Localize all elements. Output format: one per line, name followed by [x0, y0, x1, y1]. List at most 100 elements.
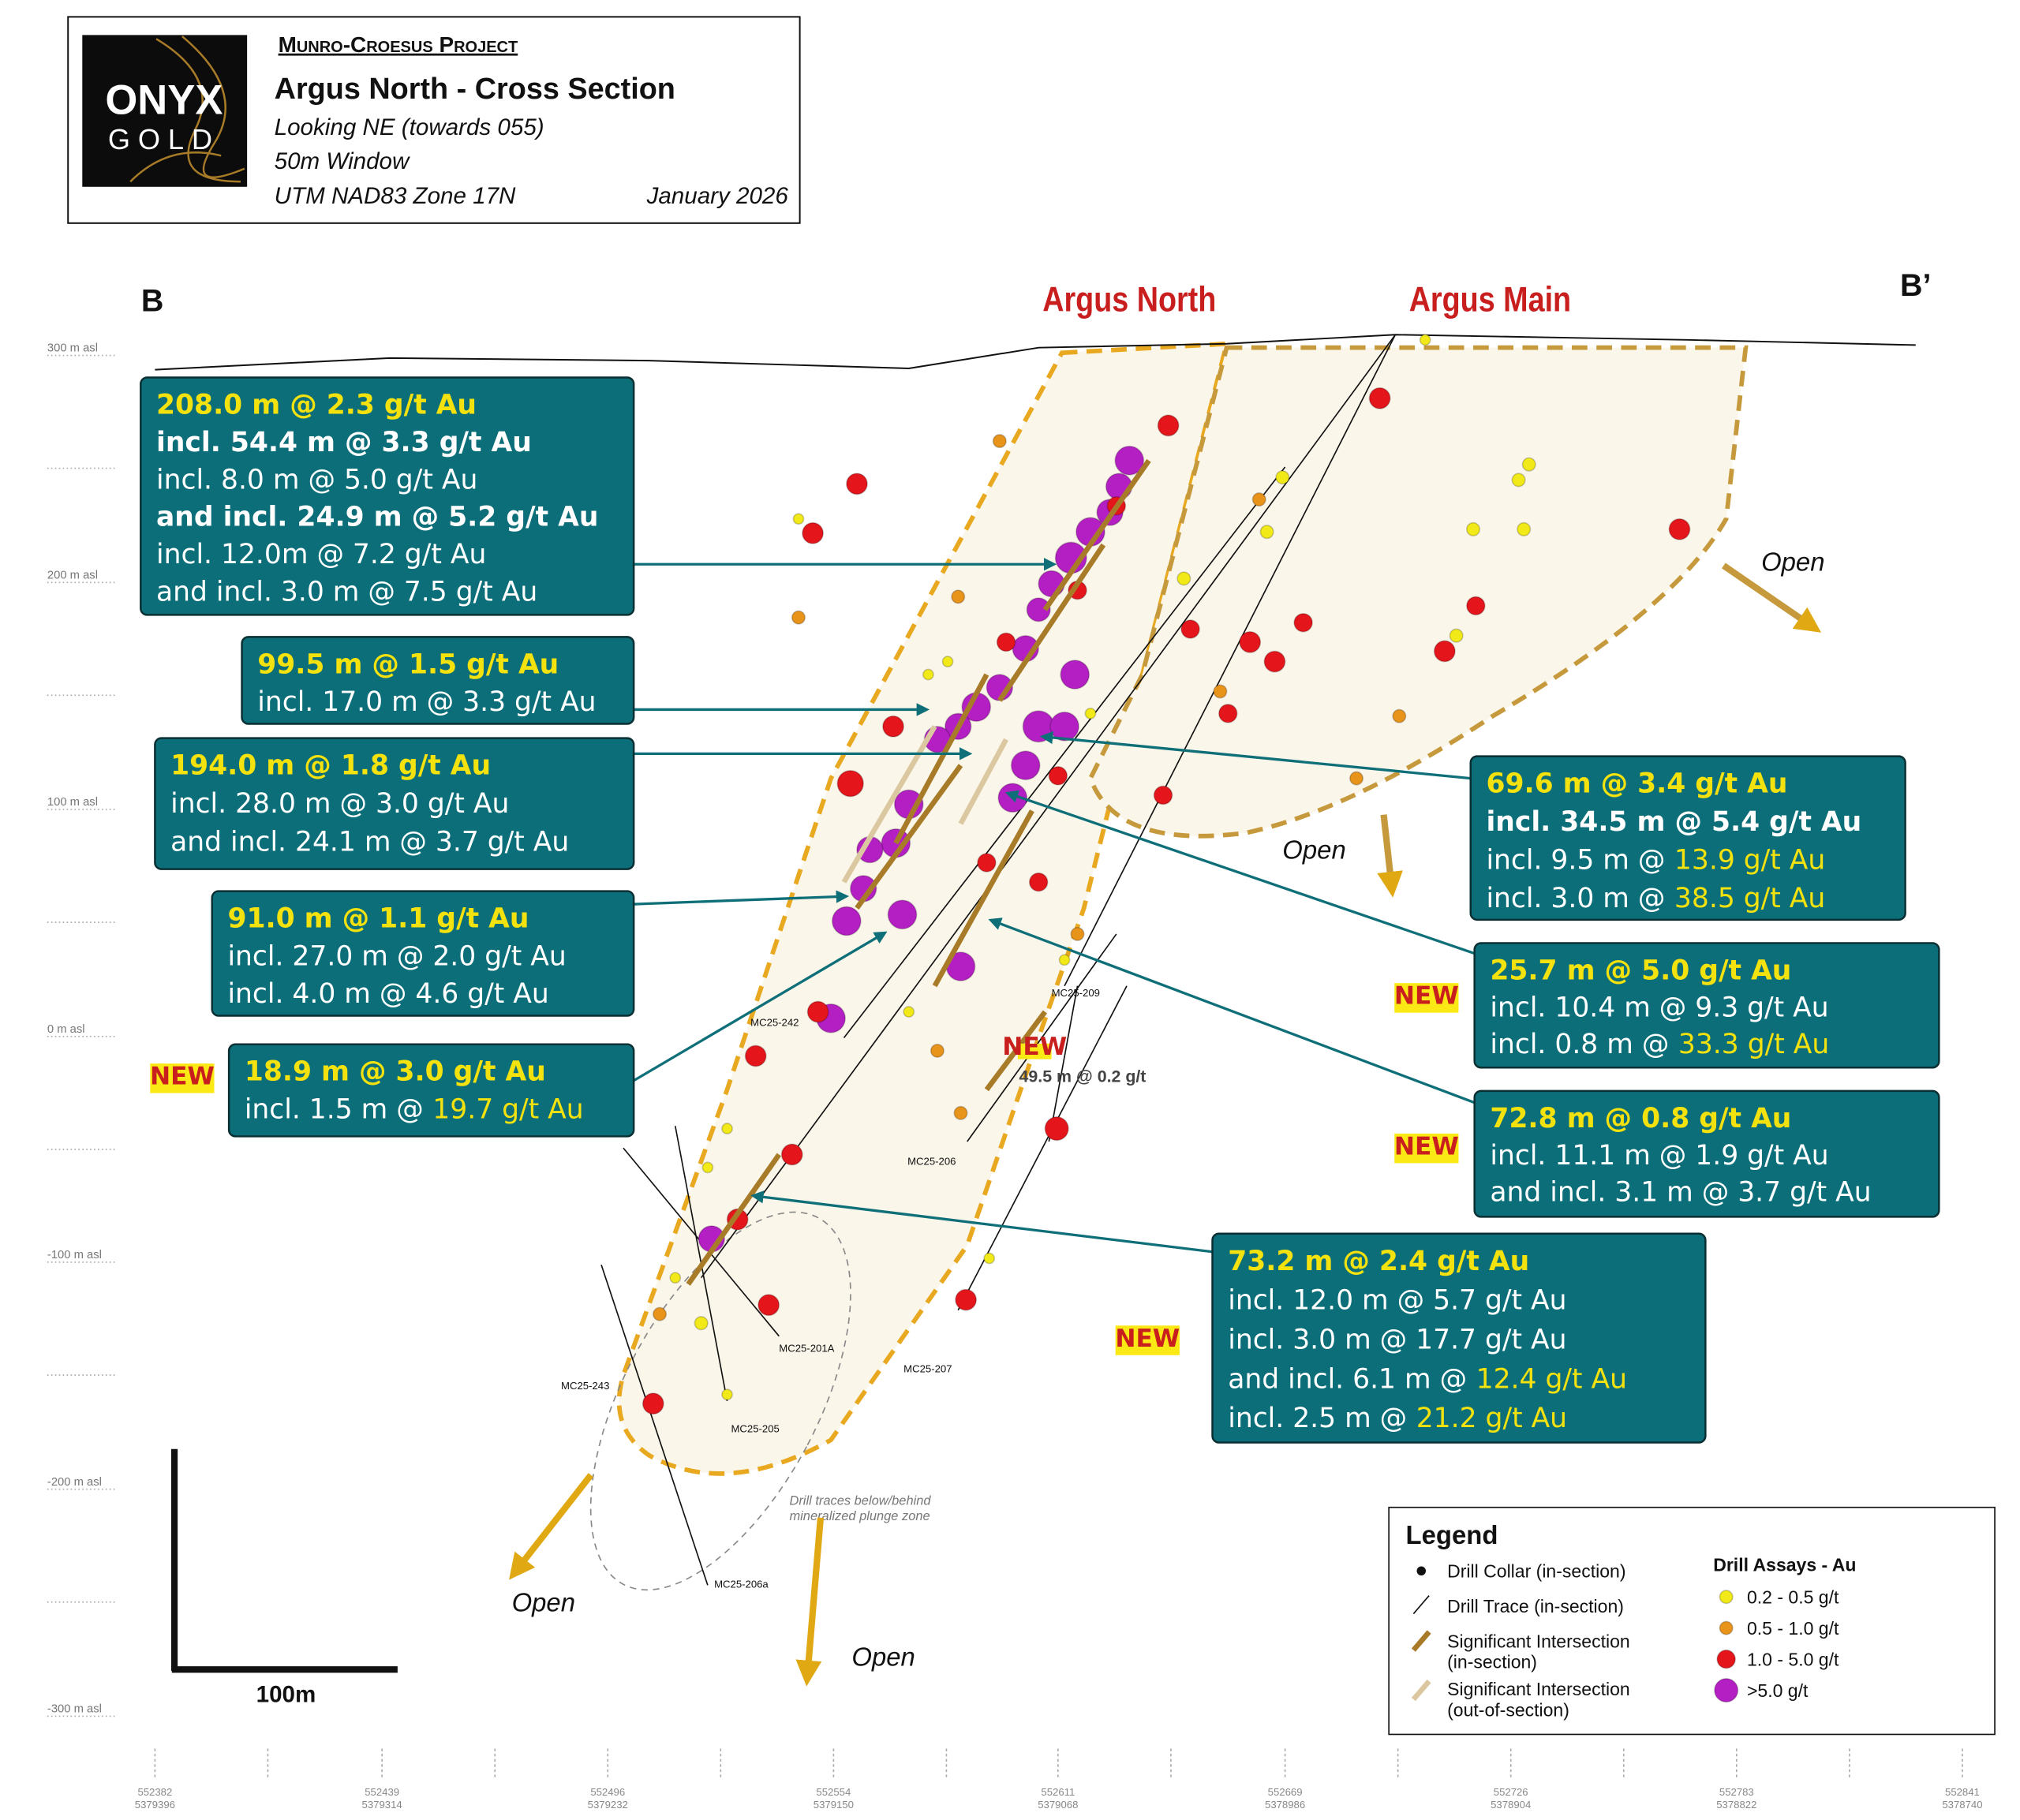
elevation-label: -300 m asl — [47, 1703, 102, 1716]
hole-label: MC25-243 — [561, 1380, 609, 1392]
easting-label: 552726 — [1494, 1786, 1528, 1798]
elevation-label: -200 m asl — [47, 1476, 102, 1489]
legend-item: Significant Intersection — [1447, 1631, 1630, 1651]
title: Argus North - Cross Section — [275, 73, 675, 106]
hole-label: MC25-209 — [1052, 987, 1100, 999]
callout-line: incl. 11.1 m @ 1.9 g/t Au — [1490, 1140, 1828, 1172]
northing-label: 5379314 — [362, 1799, 402, 1811]
callout-text: 18.9 m @ 3.0 g/t Au — [245, 1056, 546, 1088]
assay-dot — [1392, 708, 1407, 723]
assay-dot — [1449, 628, 1464, 643]
assay-dot — [1349, 771, 1364, 786]
open-label: Open — [1282, 835, 1345, 865]
callout-line: 25.7 m @ 5.0 g/t Au — [1490, 955, 1791, 986]
intersection — [855, 764, 963, 910]
assay-dot — [721, 1123, 733, 1134]
hole-label: MC25-207 — [903, 1363, 952, 1375]
elevation-label: 0 m asl — [47, 1023, 85, 1036]
callout-text: incl. 8.0 m @ 5.0 g/t Au — [156, 464, 477, 495]
callout-text: incl. 4.0 m @ 4.6 g/t Au — [227, 978, 548, 1010]
easting-label: 552841 — [1945, 1786, 1980, 1798]
assay-dot — [1465, 521, 1481, 536]
logo-text: GOLD — [108, 123, 220, 155]
subtitle: Looking NE (towards 055) — [275, 114, 544, 140]
callout-line: 69.6 m @ 3.4 g/t Au — [1486, 768, 1787, 800]
easting-label: 552496 — [590, 1786, 625, 1798]
assays — [642, 334, 1691, 1415]
assay-dot — [992, 434, 1007, 449]
assay-dot — [1180, 619, 1200, 639]
date: January 2026 — [646, 183, 789, 209]
callout-box — [227, 1043, 635, 1138]
section-end: B — [141, 284, 164, 319]
assay-dot — [1368, 387, 1391, 409]
legend-icon — [1412, 1594, 1430, 1615]
assay-dot — [941, 656, 954, 668]
northing-label: 5379232 — [588, 1799, 628, 1811]
assay-dot — [791, 610, 806, 625]
callout-line: incl. 4.0 m @ 4.6 g/t Au — [227, 978, 548, 1010]
callout-text: and incl. 24.1 m @ 3.7 g/t Au — [170, 827, 569, 858]
legend-icon — [1411, 1630, 1431, 1652]
assay-dot — [1157, 414, 1180, 437]
assay-dot — [1028, 872, 1049, 892]
new-badge-bg — [1394, 1133, 1459, 1164]
callout-highlight: 21.2 g/t Au — [1416, 1403, 1567, 1434]
callout-line: incl. 27.0 m @ 2.0 g/t Au — [227, 940, 566, 972]
assay-dot — [953, 1105, 968, 1120]
callout-text: 73.2 m @ 2.4 g/t Au — [1228, 1246, 1529, 1277]
intersection — [997, 543, 1106, 702]
subtitle: UTM NAD83 Zone 17N — [275, 183, 516, 209]
legend-item: Drill Collar (in-section) — [1447, 1561, 1625, 1582]
callout-highlight: 12.4 g/t Au — [1476, 1363, 1627, 1395]
assay-dot — [983, 1252, 996, 1265]
callout-line: incl. 12.0m @ 7.2 g/t Au — [156, 539, 486, 570]
northing-label: 5378904 — [1491, 1799, 1531, 1811]
elevation-label: 300 m asl — [47, 342, 98, 355]
assay-dot — [802, 521, 825, 544]
legend-item: 0.2 - 0.5 g/t — [1747, 1586, 1839, 1607]
callout-line: incl. 28.0 m @ 3.0 g/t Au — [170, 788, 509, 820]
new-badge-bg — [1017, 1043, 1052, 1059]
callout-line: 18.9 m @ 3.0 g/t Au — [245, 1056, 546, 1088]
callout-line: 208.0 m @ 2.3 g/t Au — [156, 390, 477, 421]
callout-box — [241, 636, 635, 725]
assay-dot — [922, 668, 934, 681]
callout-text: incl. 11.1 m @ 1.9 g/t Au — [1490, 1140, 1828, 1172]
new-badge: NEW — [1002, 1033, 1067, 1061]
callout-text: incl. 34.5 m @ 5.4 g/t Au — [1486, 806, 1861, 838]
callout-highlight: 38.5 g/t Au — [1674, 883, 1825, 914]
assay-dot — [701, 1161, 714, 1174]
callout-line: incl. 2.5 m @ 21.2 g/t Au — [1228, 1403, 1567, 1434]
open-arrow — [795, 1517, 825, 1687]
callout-line: incl. 10.4 m @ 9.3 g/t Au — [1490, 992, 1828, 1023]
assay-dot — [1044, 1116, 1069, 1142]
assay-dot — [758, 1294, 780, 1317]
callout-line: and incl. 3.0 m @ 7.5 g/t Au — [156, 576, 537, 607]
note: mineralized plunge zone — [789, 1509, 930, 1523]
callout-box — [1473, 942, 1940, 1069]
northing-label: 5378986 — [1265, 1799, 1305, 1811]
callout-highlight: 13.9 g/t Au — [1674, 845, 1825, 876]
easting-label: 552382 — [137, 1786, 172, 1798]
callout-line: 73.2 m @ 2.4 g/t Au — [1228, 1246, 1529, 1277]
assay-dot — [1263, 650, 1286, 673]
callout-text: 25.7 m @ 5.0 g/t Au — [1490, 955, 1791, 986]
callout-line: incl. 9.5 m @ 13.9 g/t Au — [1486, 845, 1825, 876]
assay-dot — [1213, 684, 1228, 699]
intersection — [893, 673, 989, 845]
callout-text: incl. 28.0 m @ 3.0 g/t Au — [170, 788, 509, 820]
callout-line: incl. 8.0 m @ 5.0 g/t Au — [156, 464, 477, 495]
open-label: Open — [512, 1587, 575, 1616]
note: Drill traces below/behind — [789, 1493, 931, 1508]
northing-label: 5378740 — [1942, 1799, 1982, 1811]
callout-text: incl. 54.4 m @ 3.3 g/t Au — [156, 427, 532, 458]
assay-dot — [1275, 470, 1290, 485]
callout-text: and incl. 3.1 m @ 3.7 g/t Au — [1490, 1177, 1871, 1209]
assay-dot — [1218, 704, 1238, 723]
assay-dot — [1084, 707, 1097, 719]
northing-label: 5378822 — [1716, 1799, 1756, 1811]
legend-item: 0.5 - 1.0 g/t — [1747, 1618, 1839, 1639]
legend-subtitle: Drill Assays - Au — [1713, 1554, 1856, 1575]
open-arrow — [1377, 814, 1403, 898]
